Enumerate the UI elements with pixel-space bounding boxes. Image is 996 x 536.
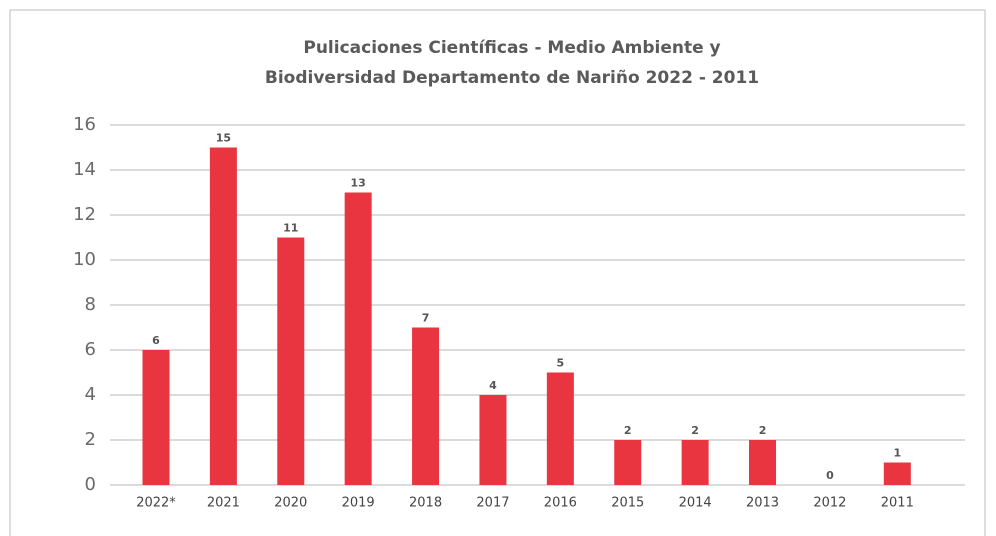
data-label: 2 (691, 424, 699, 437)
x-tick-label: 2012 (813, 496, 846, 511)
data-label: 2 (759, 424, 767, 437)
data-label: 15 (216, 132, 231, 145)
y-tick-label: 2 (85, 429, 96, 450)
data-label: 5 (557, 357, 565, 370)
bar (749, 440, 777, 485)
bar (883, 462, 911, 485)
y-tick-label: 6 (85, 339, 96, 360)
x-tick-label: 2015 (611, 496, 644, 511)
bar (412, 327, 440, 485)
bar (546, 372, 574, 485)
data-label: 0 (826, 469, 834, 482)
x-tick-label: 2016 (544, 496, 577, 511)
y-tick-label: 14 (73, 159, 96, 180)
chart-title: Pulicaciones Científicas - Medio Ambient… (303, 38, 720, 58)
data-label: 2 (624, 424, 632, 437)
y-tick-label: 12 (73, 204, 96, 225)
y-tick-label: 8 (85, 294, 96, 315)
bar (142, 350, 170, 485)
data-label: 1 (893, 447, 901, 460)
y-tick-label: 4 (85, 384, 96, 405)
data-label: 4 (489, 379, 497, 392)
y-tick-label: 10 (73, 249, 96, 270)
y-tick-label: 0 (85, 474, 96, 495)
frame (9, 9, 986, 536)
x-tick-label: 2014 (679, 496, 712, 511)
bar (277, 237, 305, 485)
bar (209, 147, 237, 485)
data-label: 6 (152, 334, 160, 347)
x-tick-label: 2013 (746, 496, 779, 511)
bar (479, 395, 507, 485)
data-label: 11 (283, 222, 298, 235)
x-tick-label: 2019 (342, 496, 375, 511)
x-tick-label: 2022* (136, 496, 176, 511)
chart-title: Biodiversidad Departamento de Nariño 202… (265, 68, 759, 88)
bar (614, 440, 642, 485)
y-tick-label: 16 (73, 114, 96, 135)
bar (344, 192, 372, 485)
x-tick-label: 2021 (207, 496, 240, 511)
x-tick-label: 2018 (409, 496, 442, 511)
data-label: 7 (422, 312, 430, 325)
data-label: 13 (351, 177, 366, 190)
x-tick-label: 2020 (274, 496, 307, 511)
bar (681, 440, 709, 485)
x-tick-label: 2017 (476, 496, 509, 511)
x-tick-label: 2011 (881, 496, 914, 511)
